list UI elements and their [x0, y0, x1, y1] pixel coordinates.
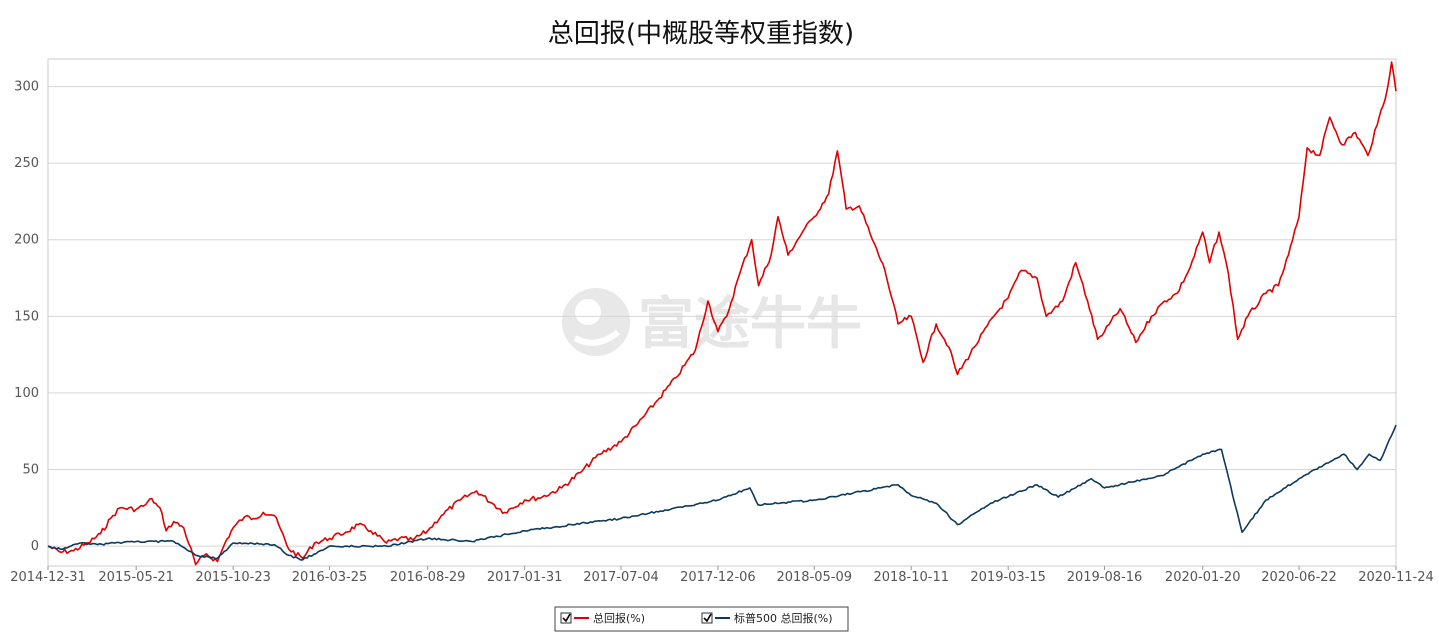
legend-label: 标普500 总回报(%): [734, 611, 833, 625]
y-tick-label: 250: [14, 156, 39, 171]
y-tick-label: 200: [14, 233, 39, 248]
x-tick-label: 2020-11-24: [1358, 570, 1434, 585]
x-tick-label: 2014-12-31: [10, 570, 86, 585]
x-tick-label: 2017-07-04: [583, 570, 659, 585]
y-tick-label: 100: [14, 386, 39, 401]
y-tick-label: 150: [14, 309, 39, 324]
series-line-sp500-total-return: [47, 424, 1397, 561]
x-tick-label: 2015-05-21: [98, 570, 174, 585]
futu-logo-icon: [562, 288, 630, 356]
plot-border: [47, 58, 1397, 567]
x-tick-label: 2016-08-29: [390, 570, 466, 585]
x-tick-label: 2017-12-06: [680, 570, 756, 585]
x-tick-label: 2018-10-11: [873, 570, 949, 585]
series-group: [47, 61, 1397, 566]
y-tick-label: 0: [31, 539, 39, 554]
chart-title: 总回报(中概股等权重指数): [548, 19, 854, 49]
watermark-text: 富途牛牛: [638, 292, 862, 357]
x-tick-label: 2016-03-25: [292, 570, 368, 585]
legend: 总回报(%) 标普500 总回报(%): [554, 606, 849, 632]
check-icon: [703, 613, 712, 623]
y-axis: 0 50 100 150 200 250 300: [14, 80, 39, 555]
x-tick-label: 2019-03-15: [970, 570, 1046, 585]
legend-checkbox[interactable]: [560, 612, 572, 624]
legend-checkbox[interactable]: [701, 612, 713, 624]
x-tick-label: 2019-08-16: [1067, 570, 1143, 585]
legend-item-total-return[interactable]: 总回报(%): [560, 611, 645, 625]
legend-item-sp500-total-return[interactable]: 标普500 总回报(%): [701, 611, 833, 625]
x-tick-label: 2017-01-31: [487, 570, 563, 585]
y-tick-label: 50: [22, 463, 39, 478]
y-tick-label: 300: [14, 80, 39, 95]
grid: [48, 86, 1396, 547]
x-tick-label: 2015-10-23: [195, 570, 271, 585]
watermark: 富途牛牛: [562, 288, 862, 357]
series-line-total-return: [47, 61, 1397, 566]
x-tick-label: 2020-06-22: [1261, 570, 1337, 585]
x-tick-label: 2018-05-09: [776, 570, 852, 585]
check-icon: [562, 613, 571, 623]
x-axis: 2014-12-31 2015-05-21 2015-10-23 2016-03-25…: [10, 566, 1434, 585]
legend-label: 总回报(%): [593, 611, 645, 625]
x-tick-label: 2020-01-20: [1165, 570, 1241, 585]
